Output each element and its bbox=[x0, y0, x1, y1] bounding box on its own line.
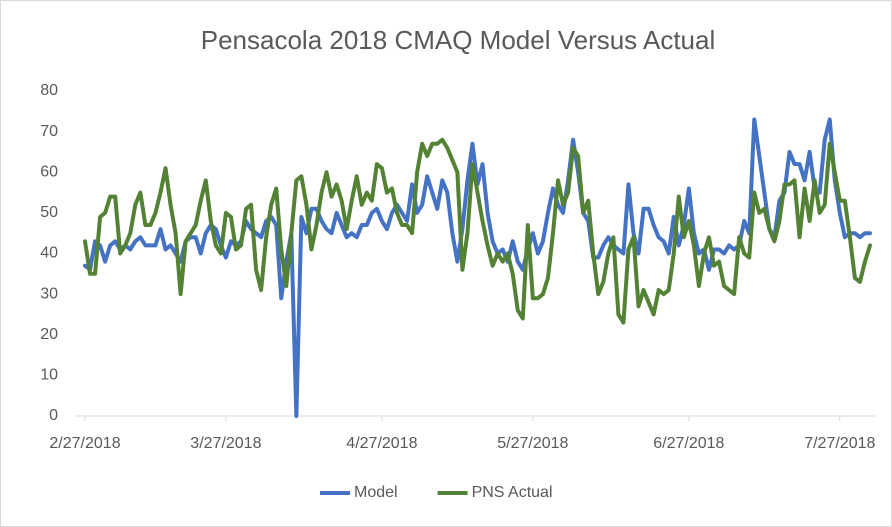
chart-title: Pensacola 2018 CMAQ Model Versus Actual bbox=[201, 25, 716, 55]
x-tick-label: 6/27/2018 bbox=[653, 435, 724, 452]
x-tick-label: 4/27/2018 bbox=[346, 435, 417, 452]
y-tick-label: 10 bbox=[40, 367, 58, 384]
y-tick-label: 80 bbox=[40, 82, 58, 99]
legend-label: Model bbox=[354, 484, 398, 501]
x-tick-label: 5/27/2018 bbox=[497, 435, 568, 452]
y-tick-label: 60 bbox=[40, 163, 58, 180]
y-tick-label: 20 bbox=[40, 326, 58, 343]
x-tick-label: 7/27/2018 bbox=[804, 435, 875, 452]
legend-label: PNS Actual bbox=[472, 484, 553, 501]
y-tick-label: 0 bbox=[49, 407, 58, 424]
y-tick-label: 50 bbox=[40, 204, 58, 221]
y-tick-label: 40 bbox=[40, 245, 58, 262]
y-tick-label: 70 bbox=[40, 123, 58, 140]
y-tick-label: 30 bbox=[40, 285, 58, 302]
series-line bbox=[83, 137, 872, 325]
x-tick-label: 3/27/2018 bbox=[190, 435, 261, 452]
x-tick-label: 2/27/2018 bbox=[49, 435, 120, 452]
